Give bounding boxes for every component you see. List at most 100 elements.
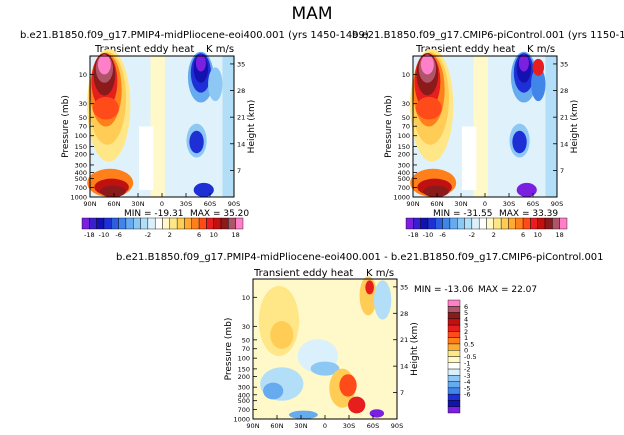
colorbar-label: 18 — [232, 231, 240, 239]
x-tick-label: 90N — [83, 200, 96, 208]
x-tick-label: 30N — [294, 422, 307, 430]
colorbar-swatch — [457, 217, 465, 230]
p-tick-label: 30 — [242, 323, 250, 331]
colorbar-diff-swatch — [447, 362, 461, 370]
x-tick-label: 30N — [454, 200, 467, 208]
colorbar-label: 6 — [521, 231, 525, 239]
p-tick-label: 300 — [238, 384, 250, 392]
colorbar-swatch — [493, 217, 502, 230]
tropical-band — [473, 56, 488, 197]
x-tick-label: 30S — [343, 422, 355, 430]
colorbar-label: 10 — [210, 231, 218, 239]
colorbar-swatch — [176, 217, 185, 230]
x-tick-label: 90S — [551, 200, 563, 208]
panel2-max-label: MAX = 33.39 — [499, 209, 559, 219]
colorbar-swatch — [486, 217, 495, 230]
x-tick-label: 60S — [204, 200, 216, 208]
colorbar-swatch — [103, 217, 112, 230]
colorbar-swatch — [413, 217, 421, 230]
p-tick-label: 700 — [398, 184, 410, 192]
colorbar-diff-swatch — [447, 324, 461, 332]
colorbar-diff-label: 0.5 — [464, 340, 474, 348]
panel3-min-label: MIN = -13.06 — [414, 285, 474, 295]
sh-surface-blue — [193, 182, 214, 197]
colorbar-swatch — [405, 217, 414, 230]
p-tick-label: 700 — [238, 406, 250, 414]
p-tick-label: 70 — [402, 123, 410, 131]
subtropic-white — [138, 126, 154, 190]
diff-sh-top-red — [365, 280, 374, 295]
sh-lobe-purple — [518, 54, 529, 72]
h-tick-label: 14 — [400, 363, 408, 371]
colorbar-swatch — [559, 217, 568, 230]
colorbar-diff-label: -1 — [464, 359, 470, 367]
p-tick-label: 400 — [398, 169, 410, 177]
colorbar-swatch — [508, 217, 516, 230]
x-tick-label: 90S — [391, 422, 403, 430]
h-tick-label: 21 — [237, 114, 245, 122]
colorbar-label: -2 — [145, 231, 151, 239]
colorbar-diff-swatch — [447, 337, 461, 345]
colorbar-swatch — [198, 217, 207, 230]
p-tick-label: 10 — [79, 71, 87, 79]
p-tick-label: 100 — [238, 355, 250, 363]
h-tick-label: 28 — [237, 87, 245, 95]
nh-surface-darkred — [423, 185, 450, 197]
sh-polar-red — [532, 58, 545, 76]
colorbar-diff-swatch — [447, 368, 461, 376]
p-tick-label: 100 — [398, 132, 410, 140]
colorbar-diff-label: 0 — [464, 347, 468, 355]
panel2-field-label: Transient eddy heat — [416, 44, 516, 55]
p-tick-label: 300 — [75, 161, 87, 169]
colorbar-swatch — [140, 217, 149, 230]
p-tick-label: 1000 — [70, 194, 87, 202]
x-tick-label: 60N — [107, 200, 120, 208]
p-tick-label: 50 — [402, 114, 410, 122]
h-tick-label: 28 — [560, 87, 568, 95]
p-tick-label: 10 — [402, 71, 410, 79]
p-tick-label: 200 — [75, 151, 87, 159]
y-axis-label-right: Height (km) — [570, 100, 580, 154]
diff-sh-red — [339, 374, 357, 397]
h-tick-label: 7 — [237, 167, 241, 175]
colorbar-diff-swatch — [447, 400, 461, 407]
diff-sh-surface-red — [348, 396, 366, 414]
colorbar-diff-label: 6 — [464, 303, 468, 311]
panel3-max-label: MAX = 22.07 — [478, 285, 538, 295]
colorbar-diff-label: -0.5 — [464, 353, 477, 361]
panel2-min-label: MIN = -31.55 — [433, 209, 493, 219]
colorbar-diff-label: -3 — [464, 372, 470, 380]
colorbar-swatch — [81, 217, 90, 230]
h-tick-label: 14 — [560, 140, 568, 148]
diff-nh-orange — [270, 321, 294, 349]
colorbar-diff-swatch — [447, 381, 461, 389]
p-tick-label: 200 — [238, 373, 250, 381]
sh-lobe-purple — [195, 54, 206, 72]
panel1-field-label: Transient eddy heat — [95, 44, 195, 55]
p-tick-label: 200 — [398, 151, 410, 159]
colorbar-diff-label: 3 — [464, 322, 468, 330]
colorbar-diff-swatch — [447, 356, 461, 363]
sh-polar-blue — [208, 67, 223, 102]
panel3-units: K m/s — [366, 268, 395, 279]
colorbar-swatch — [427, 217, 436, 230]
colorbar-swatch — [435, 217, 443, 230]
colorbar-label: -6 — [439, 231, 445, 239]
nh-midlevel-red — [415, 96, 442, 120]
panel2-title: b.e21.B1850.f09_g17.CMIP6-piControl.001 … — [352, 30, 624, 41]
colorbar-swatch — [147, 217, 156, 230]
p-tick-label: 700 — [75, 184, 87, 192]
colorbar-diff-label: -5 — [464, 384, 470, 392]
colorbar-swatch — [530, 217, 538, 230]
panel3-field-label: Transient eddy heat — [254, 268, 354, 279]
x-tick-label: 60N — [430, 200, 443, 208]
colorbar-swatch — [169, 217, 178, 230]
p-tick-label: 30 — [402, 100, 410, 108]
colorbar-diff-swatch — [447, 312, 461, 320]
p-tick-label: 100 — [75, 132, 87, 140]
x-tick-label: 30S — [503, 200, 515, 208]
colorbar-diff-swatch — [447, 343, 461, 351]
colorbar-diff-label: -2 — [464, 366, 470, 374]
p-tick-label: 1000 — [233, 416, 250, 424]
